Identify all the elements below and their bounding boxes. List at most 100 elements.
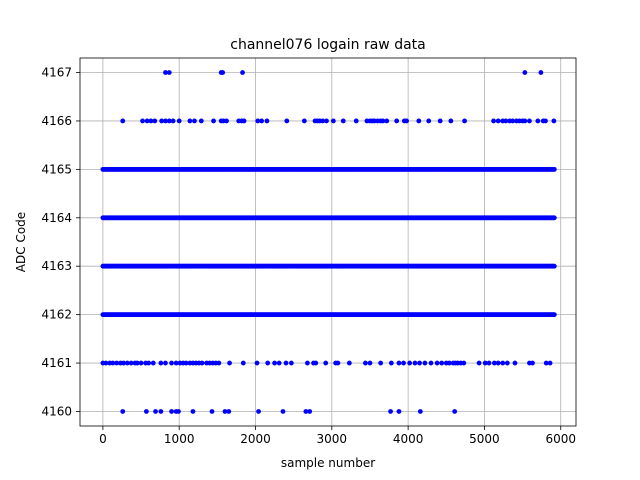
data-point [265,360,271,366]
data-series-4165 [100,166,557,172]
data-point [384,118,390,124]
data-point [380,118,386,124]
data-point [476,360,482,366]
data-point [510,118,516,124]
data-point [216,360,222,366]
x-tick-label: 5000 [469,432,500,446]
data-point [158,360,164,366]
y-tick-label: 4165 [41,162,72,176]
data-point [543,118,548,124]
data-point [304,360,310,366]
data-point [166,70,172,75]
data-point [264,118,270,124]
data-point [551,118,557,124]
data-point [482,360,488,366]
data-point [146,360,152,366]
data-point [163,70,168,75]
data-point [461,360,467,366]
data-point [226,409,232,414]
data-point [192,118,197,124]
data-point [551,215,557,221]
data-point [163,118,168,124]
data-point [144,118,150,124]
data-point [280,409,286,414]
data-point [199,360,205,366]
data-point [512,360,518,366]
data-point [176,118,182,124]
data-point [486,360,492,366]
data-point [211,118,216,124]
x-tick-label: 4000 [393,432,424,446]
data-point [138,360,144,366]
data-point [503,118,509,124]
data-point [120,409,126,414]
data-point [209,409,215,414]
data-point [254,360,260,366]
data-point [303,409,309,414]
data-point [491,118,496,124]
axis-ticks: 0 1000 2000 3000 4000 5000 6000 4160 4161 4162 416… [41,66,576,446]
data-point [396,409,402,414]
data-point [527,118,532,124]
data-point [120,118,126,124]
y-tick-label: 4160 [41,404,72,418]
data-point [222,409,228,414]
data-point [495,360,501,366]
data-series-4166 [120,118,557,124]
data-point [140,118,145,124]
data-point [307,409,313,414]
data-point [166,118,172,124]
data-point [134,360,140,366]
data-point [428,360,434,366]
data-point [504,360,510,366]
data-point [121,360,126,366]
x-tick-label: 6000 [545,432,576,446]
y-tick-label: 4167 [41,66,72,80]
y-tick-label: 4164 [41,211,72,225]
data-point [301,118,307,124]
data-point [176,409,181,414]
data-point [522,118,528,124]
data-points [100,70,557,414]
data-point [530,360,535,366]
data-point [158,409,164,414]
data-point [150,360,156,366]
x-axis-label: sample number [281,456,375,470]
data-point [152,118,158,124]
data-point [407,360,413,366]
data-point [173,360,179,366]
data-point [522,70,528,75]
data-point [417,360,422,366]
data-point [426,118,432,124]
data-series-4162 [100,312,557,318]
data-point [417,409,423,414]
data-point [535,118,541,124]
data-point [378,360,384,366]
data-point [276,360,282,366]
y-tick-label: 4166 [41,114,72,128]
data-point [320,118,326,124]
data-point [500,360,506,366]
data-point [367,360,373,366]
data-point [340,118,346,124]
data-point [224,118,229,124]
y-tick-label: 4162 [41,308,72,322]
data-point [452,409,458,414]
data-point [313,360,319,366]
data-point [114,360,120,366]
data-point [169,409,174,414]
data-point [401,360,406,366]
data-point [362,360,368,366]
x-tick-label: 0 [99,432,107,446]
y-axis-label: ADC Code [14,212,28,272]
data-point [169,360,174,366]
data-point [256,409,261,414]
data-point [412,360,418,366]
data-point [434,360,440,366]
data-point [448,118,454,124]
data-point [198,118,204,124]
data-point [183,360,189,366]
data-point [283,360,289,366]
data-point [422,360,428,366]
